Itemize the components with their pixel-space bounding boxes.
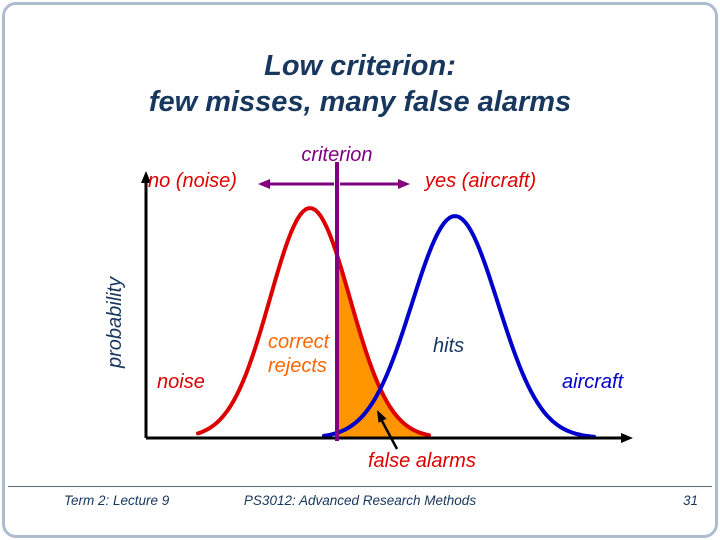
aircraft-curve-label: aircraft xyxy=(562,371,624,393)
criterion-right-arrowhead-icon xyxy=(398,179,410,189)
footer-page-number: 31 xyxy=(682,493,698,508)
false-alarms-pointer-line xyxy=(380,420,399,450)
hits-label: hits xyxy=(433,335,465,357)
y-axis-label: probability xyxy=(104,276,126,368)
decision-yes-aircraft-label: yes (aircraft) xyxy=(425,170,537,192)
slide-title-line1: Low criterion: xyxy=(264,50,456,82)
aircraft-distribution-curve xyxy=(322,214,596,439)
noise-curve-label: noise xyxy=(157,371,205,393)
footer-lecture-label: Term 2: Lecture 9 xyxy=(64,493,170,508)
noise-distribution-curve xyxy=(196,206,431,438)
slide-title: Low criterion: few misses, many false al… xyxy=(0,48,720,121)
slide-title-line2: few misses, many false alarms xyxy=(148,86,572,119)
false-alarms-label: false alarms xyxy=(368,450,476,472)
footer-divider xyxy=(8,486,712,487)
criterion-label: criterion xyxy=(301,144,373,166)
false-alarms-pointer-arrowhead-icon xyxy=(377,410,387,423)
criterion-left-arrowhead-icon xyxy=(258,179,270,189)
correct-rejects-label: correct rejects xyxy=(268,331,330,377)
false-alarms-shaded-region xyxy=(337,254,428,438)
footer-course-label: PS3012: Advanced Research Methods xyxy=(243,493,477,508)
x-axis-arrowhead-icon xyxy=(621,433,633,443)
decision-no-noise-label: no (noise) xyxy=(148,170,237,192)
y-axis-arrowhead-icon xyxy=(141,171,151,183)
